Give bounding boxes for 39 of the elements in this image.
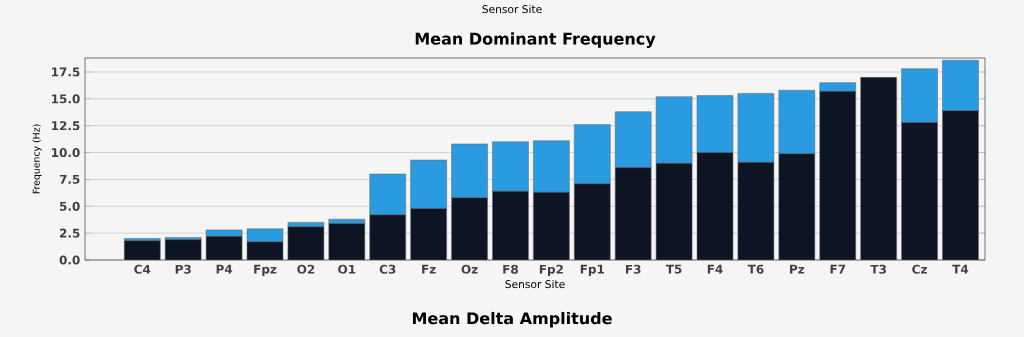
x-tick-label: T5	[665, 264, 682, 274]
x-tick-label: T4	[952, 264, 969, 274]
x-tick-label: Fpz	[254, 264, 277, 276]
y-tick-label: 12.5	[52, 121, 80, 131]
bar	[124, 240, 161, 260]
x-tick-label: C3	[379, 264, 396, 274]
x-tick-label: Cz	[912, 264, 927, 274]
bar	[164, 239, 202, 260]
x-tick-label: P4	[216, 264, 233, 274]
x-tick-label: Fp2	[539, 264, 563, 277]
x-tick-label: F3	[626, 264, 641, 274]
y-tick-label: 2.5	[59, 228, 80, 238]
x-axis-title: Sensor Site	[505, 279, 565, 289]
y-tick-label: 0.0	[59, 255, 80, 265]
x-tick-label: C4	[134, 264, 151, 274]
x-tick-label: F4	[707, 264, 723, 274]
y-tick-label: 10.0	[52, 148, 80, 158]
y-axis-title: Frequency (Hz)	[32, 124, 42, 194]
y-tick-label: 15.0	[52, 94, 80, 104]
chart-title: Mean Dominant Frequency	[415, 32, 656, 48]
bar	[860, 77, 897, 260]
text: Mean Delta Amplitude	[412, 311, 612, 328]
x-tick-label: O2	[297, 264, 315, 274]
x-tick-label: T6	[747, 264, 764, 274]
text: Sensor Site	[482, 4, 542, 14]
x-tick-label: P3	[175, 264, 191, 274]
x-tick-label: Oz	[461, 264, 478, 274]
x-tick-label: Fp1	[580, 264, 605, 276]
x-tick-label: Fz	[422, 264, 436, 274]
y-tick-label: 5.0	[59, 201, 80, 211]
x-tick-label: F7	[830, 264, 846, 274]
y-tick-label: 7.5	[59, 174, 80, 184]
x-tick-label: T3	[870, 264, 886, 274]
bar	[328, 223, 366, 260]
x-tick-label: F8	[503, 264, 518, 274]
y-tick-label: 17.5	[52, 67, 80, 77]
x-tick-label: Pz	[790, 264, 805, 274]
bar	[287, 226, 325, 260]
x-tick-label: O1	[338, 264, 356, 274]
